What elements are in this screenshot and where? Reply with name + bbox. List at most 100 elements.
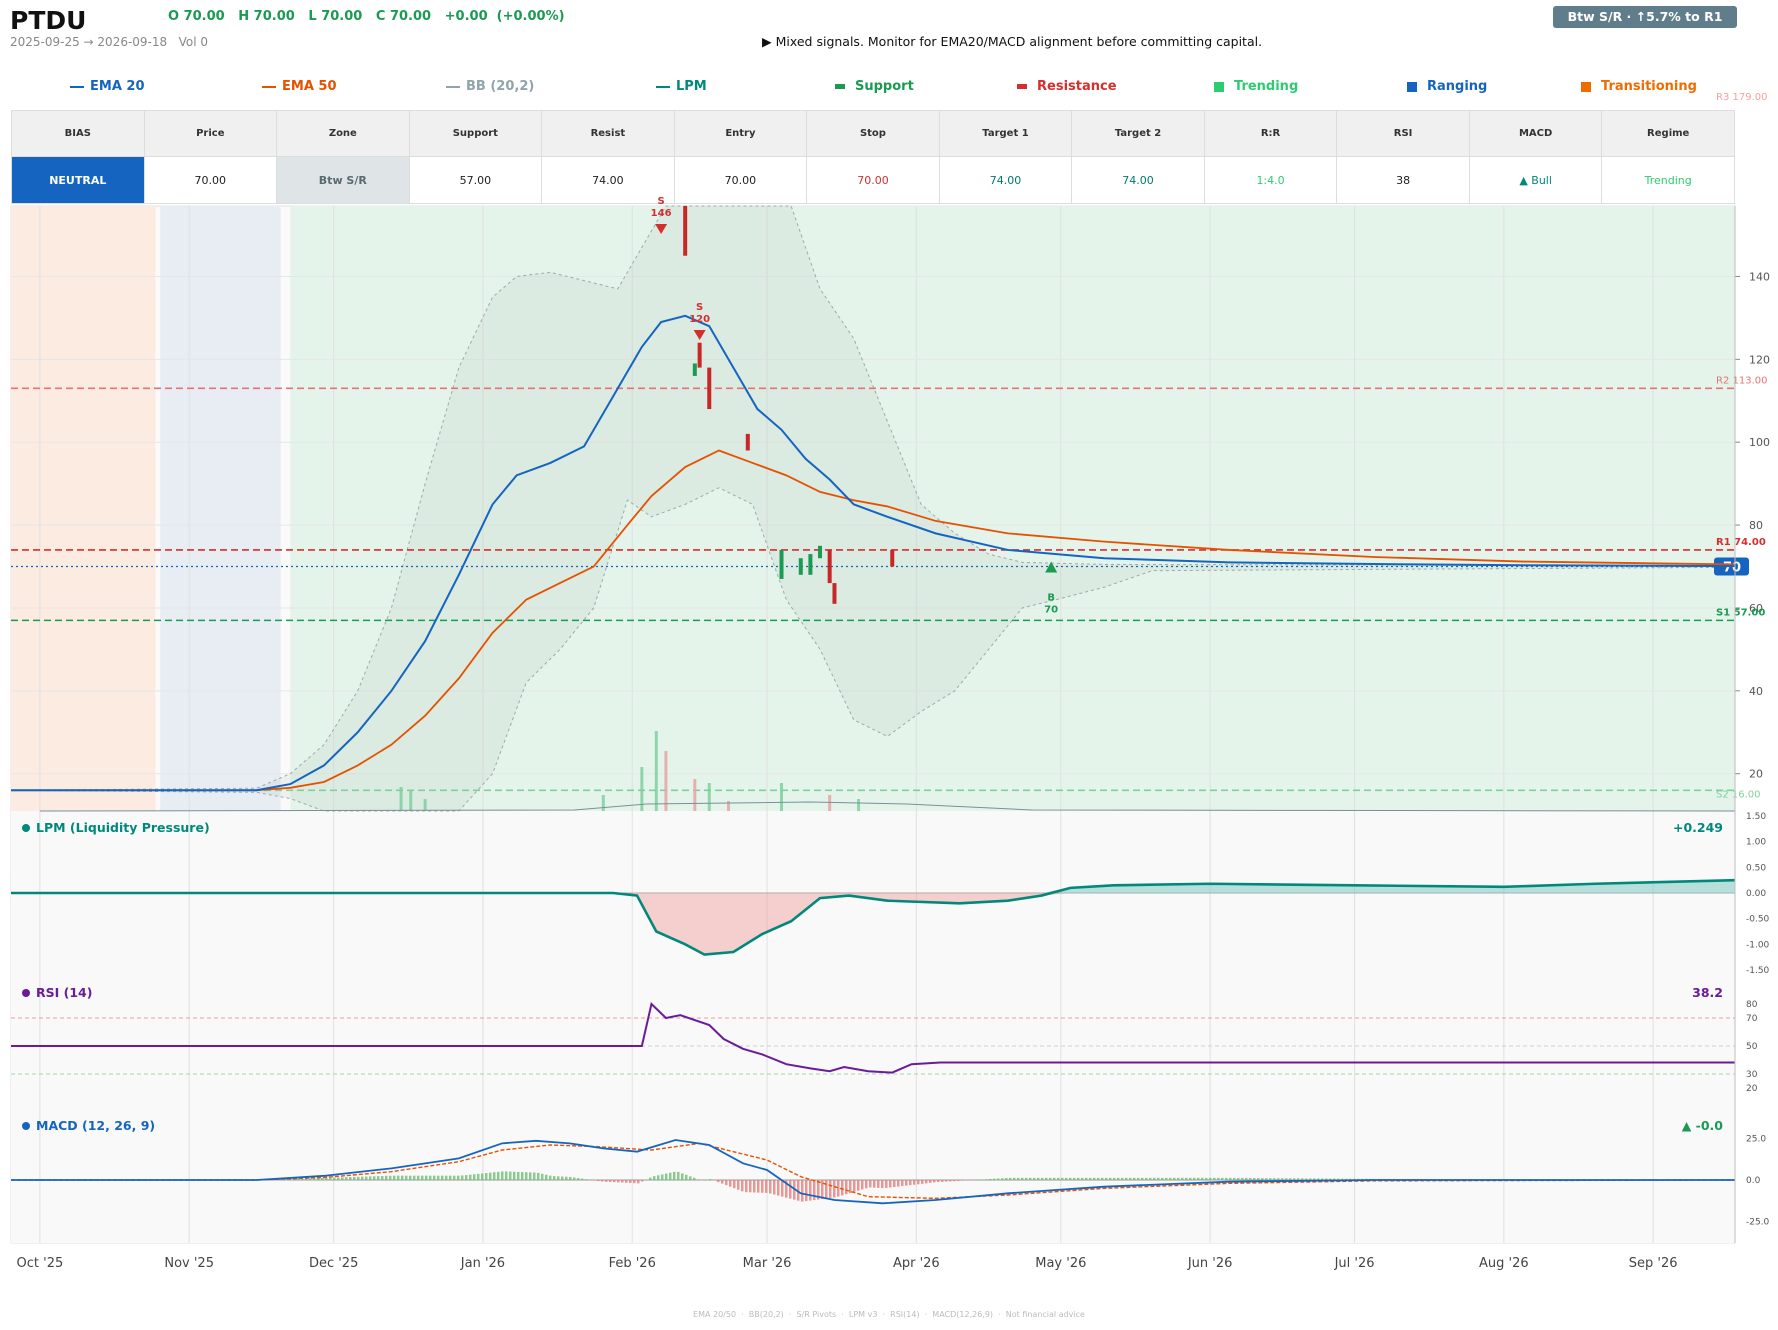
legend-item-resistance[interactable]: Resistance <box>1017 79 1117 94</box>
macd-histogram-bar <box>1109 1177 1112 1180</box>
macd-histogram-bar <box>677 1171 680 1180</box>
macd-histogram-bar <box>1061 1177 1064 1180</box>
macd-histogram-bar <box>637 1180 640 1184</box>
legend-item-transitioning[interactable]: Transitioning <box>1581 79 1697 94</box>
table-cell-zone: Btw S/R <box>276 156 410 204</box>
macd-histogram-bar <box>1009 1177 1012 1180</box>
macd-histogram-bar <box>1217 1177 1220 1180</box>
macd-histogram-bar <box>781 1180 784 1197</box>
macd-histogram-bar <box>749 1180 752 1193</box>
macd-histogram-bar <box>577 1178 580 1180</box>
macd-histogram-bar <box>861 1180 864 1190</box>
macd-histogram-bar <box>597 1180 600 1182</box>
macd-line <box>11 1139 1735 1205</box>
macd-histogram-bar <box>1145 1177 1148 1180</box>
x-tick-label: Jun '26 <box>1187 1256 1233 1271</box>
macd-histogram-bar <box>561 1176 564 1180</box>
macd-histogram-bar <box>377 1176 380 1180</box>
table-cell-target-1: 74.00 <box>938 156 1073 204</box>
macd-histogram-bar <box>729 1180 732 1187</box>
macd-histogram-bar <box>941 1180 944 1182</box>
macd-histogram-bar <box>413 1175 416 1180</box>
macd-histogram-bar <box>1085 1177 1088 1180</box>
macd-histogram-bar <box>505 1171 508 1180</box>
macd-histogram-bar <box>1325 1178 1328 1180</box>
legend-swatch-icon <box>70 85 84 88</box>
macd-histogram-bar <box>1037 1177 1040 1180</box>
table-cell-r-r: 1:4.0 <box>1203 156 1338 204</box>
sell-arrow-icon <box>693 330 706 340</box>
macd-histogram-bar <box>557 1176 560 1180</box>
macd-histogram-bar <box>581 1178 584 1180</box>
macd-histogram-bar <box>1253 1178 1256 1180</box>
sell-marker-label: S 146 <box>651 196 672 219</box>
table-header-r-r: R:R <box>1203 110 1338 157</box>
macd-histogram-bar <box>493 1172 496 1180</box>
legend-item-ema-20[interactable]: EMA 20 <box>70 79 145 94</box>
macd-histogram-bar <box>353 1176 356 1180</box>
macd-histogram-bar <box>929 1180 932 1183</box>
macd-histogram-bar <box>809 1180 812 1201</box>
macd-histogram-bar <box>1025 1177 1028 1180</box>
table-cell-resist: 74.00 <box>541 156 675 204</box>
volume-bar <box>601 795 605 811</box>
level-label: R1 74.00 <box>1716 537 1766 548</box>
macd-histogram-bar <box>1329 1178 1332 1180</box>
macd-histogram-bar <box>1093 1177 1096 1180</box>
legend-item-trending[interactable]: Trending <box>1214 79 1298 94</box>
macd-histogram-bar <box>381 1176 384 1180</box>
lpm-y-tick: -1.00 <box>1746 940 1770 950</box>
macd-histogram-bar <box>1273 1178 1276 1180</box>
price-candle <box>697 342 702 368</box>
macd-histogram-bar <box>1213 1177 1216 1180</box>
macd-histogram-bar <box>981 1179 984 1180</box>
price-candle <box>683 206 688 256</box>
legend-item-bb-20-2[interactable]: BB (20,2) <box>446 79 534 94</box>
macd-histogram-bar <box>741 1180 744 1192</box>
macd-histogram-bar <box>397 1175 400 1180</box>
table-header-target-2: Target 2 <box>1071 110 1205 157</box>
volume-bar <box>857 799 861 811</box>
macd-histogram-bar <box>1161 1177 1164 1180</box>
macd-histogram-bar <box>1113 1177 1116 1180</box>
legend-item-support[interactable]: Support <box>835 79 914 94</box>
macd-histogram-bar <box>509 1171 512 1180</box>
macd-histogram-bar <box>821 1180 824 1200</box>
macd-signal-line <box>11 1142 1736 1200</box>
table-header-target-1: Target 1 <box>938 110 1073 157</box>
lpm-y-tick: 0.50 <box>1746 863 1766 873</box>
macd-histogram-bar <box>1269 1178 1272 1180</box>
legend-item-lpm[interactable]: LPM <box>656 79 707 94</box>
macd-histogram-bar <box>801 1180 804 1202</box>
macd-histogram-bar <box>521 1172 524 1180</box>
x-tick-label: Jan '26 <box>460 1256 505 1271</box>
macd-histogram-bar <box>417 1175 420 1180</box>
macd-histogram-bar <box>1121 1177 1124 1180</box>
zone-badge[interactable]: Btw S/R · ↑5.7% to R1 <box>1553 6 1737 28</box>
x-tick-label: May '26 <box>1035 1256 1086 1271</box>
macd-histogram-bar <box>777 1180 780 1196</box>
macd-histogram-bar <box>913 1180 916 1185</box>
table-header-support: Support <box>408 110 543 157</box>
price-candle <box>798 558 803 575</box>
price-candle <box>818 545 823 559</box>
macd-histogram-bar <box>1265 1178 1268 1180</box>
legend-label: BB (20,2) <box>466 79 535 94</box>
macd-histogram-bar <box>673 1171 676 1180</box>
price-candle <box>745 433 750 451</box>
macd-histogram-bar <box>445 1175 448 1180</box>
macd-histogram-bar <box>1205 1177 1208 1180</box>
legend-item-ema-50[interactable]: EMA 50 <box>262 79 337 94</box>
macd-histogram-bar <box>665 1173 668 1180</box>
level-label: S2 16.00 <box>1716 789 1761 800</box>
macd-histogram-bar <box>465 1175 468 1180</box>
legend-item-ranging[interactable]: Ranging <box>1407 79 1487 94</box>
macd-histogram-bar <box>733 1180 736 1189</box>
indicator-panels-bg <box>11 811 1735 1243</box>
macd-histogram-bar <box>329 1177 332 1180</box>
macd-histogram-bar <box>897 1180 900 1187</box>
ema50-line <box>11 449 1736 792</box>
rsi-title: RSI (14) <box>36 985 92 1000</box>
x-tick-label: Aug '26 <box>1479 1256 1529 1271</box>
